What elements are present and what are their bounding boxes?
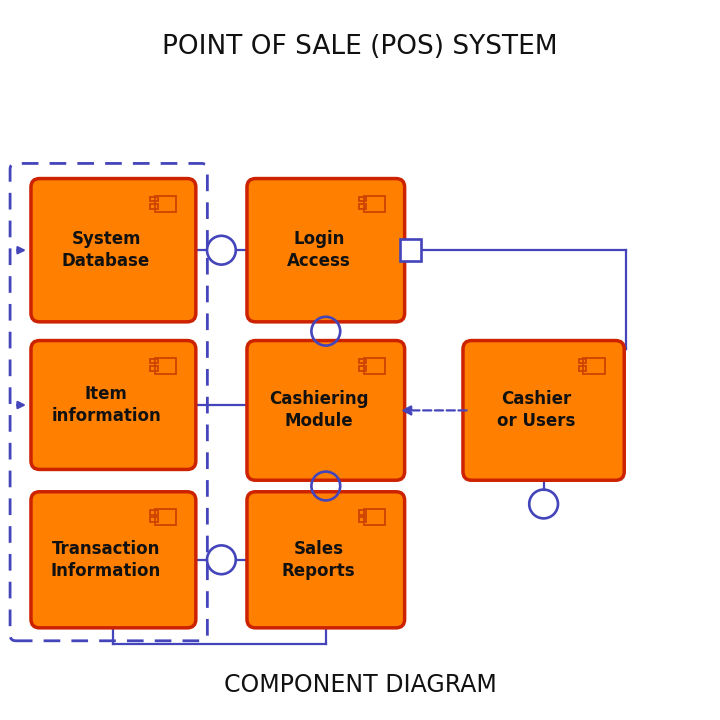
FancyBboxPatch shape bbox=[247, 179, 405, 322]
Text: COMPONENT DIAGRAM: COMPONENT DIAGRAM bbox=[224, 673, 496, 698]
Bar bbox=[155, 196, 176, 212]
FancyBboxPatch shape bbox=[247, 341, 405, 480]
Bar bbox=[150, 366, 158, 371]
Bar bbox=[155, 358, 176, 374]
Bar bbox=[364, 358, 385, 374]
Text: POINT OF SALE (POS) SYSTEM: POINT OF SALE (POS) SYSTEM bbox=[162, 34, 558, 60]
Bar bbox=[150, 510, 158, 515]
Bar bbox=[364, 196, 385, 212]
Bar bbox=[150, 518, 158, 522]
Bar bbox=[583, 358, 605, 374]
Text: Transaction
Information: Transaction Information bbox=[51, 540, 161, 580]
Text: Cashiering
Module: Cashiering Module bbox=[269, 390, 369, 431]
FancyBboxPatch shape bbox=[31, 179, 196, 322]
Bar bbox=[150, 359, 158, 364]
Bar bbox=[359, 197, 366, 202]
FancyBboxPatch shape bbox=[463, 341, 624, 480]
Text: Item
information: Item information bbox=[51, 385, 161, 425]
Bar bbox=[400, 239, 421, 261]
Bar bbox=[364, 509, 385, 525]
Bar bbox=[359, 510, 366, 515]
Bar bbox=[579, 366, 586, 371]
Bar bbox=[579, 359, 586, 364]
Text: System
Database: System Database bbox=[62, 230, 150, 270]
Text: Login
Access: Login Access bbox=[287, 230, 351, 270]
FancyBboxPatch shape bbox=[31, 341, 196, 469]
Text: Sales
Reports: Sales Reports bbox=[282, 540, 356, 580]
Bar bbox=[150, 197, 158, 202]
Bar bbox=[150, 204, 158, 209]
FancyBboxPatch shape bbox=[31, 492, 196, 628]
Text: Cashier
or Users: Cashier or Users bbox=[498, 390, 575, 431]
Bar bbox=[155, 509, 176, 525]
Bar bbox=[359, 366, 366, 371]
Bar bbox=[359, 518, 366, 522]
Bar bbox=[359, 204, 366, 209]
FancyBboxPatch shape bbox=[247, 492, 405, 628]
Bar bbox=[359, 359, 366, 364]
